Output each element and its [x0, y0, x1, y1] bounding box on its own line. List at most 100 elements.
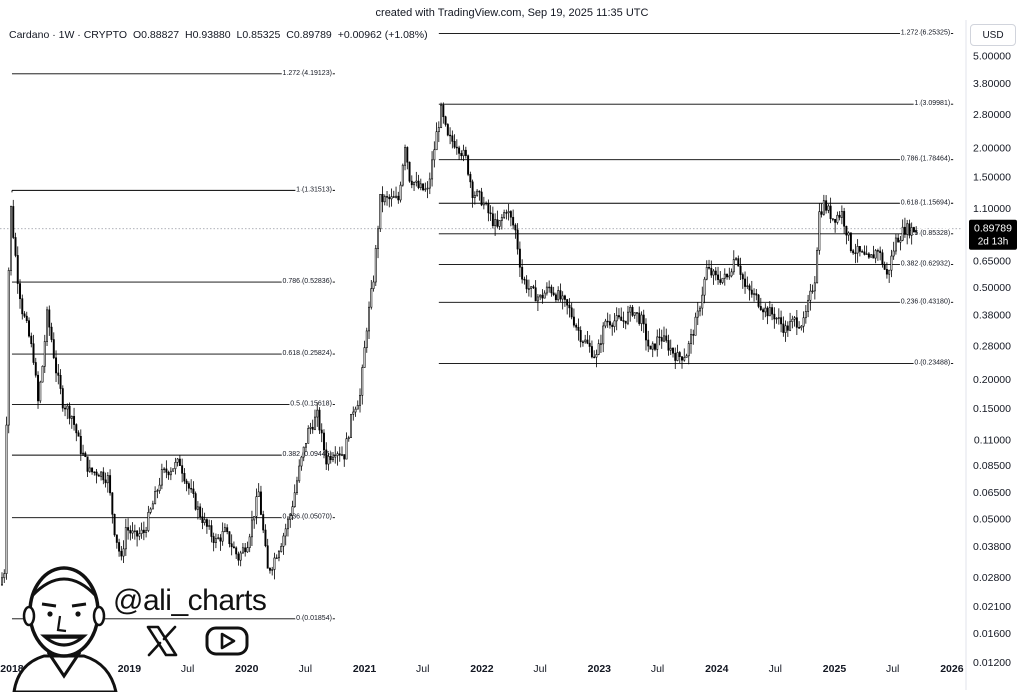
candle-body: [201, 516, 204, 523]
candle-body: [145, 530, 148, 533]
candle-body: [275, 557, 278, 559]
symbol-name[interactable]: Cardano · 1W · CRYPTO: [9, 29, 128, 41]
candle-body: [210, 525, 213, 537]
candle-body: [329, 455, 332, 461]
candle-body: [115, 534, 118, 543]
candle-body: [786, 325, 789, 331]
candle-body: [856, 246, 859, 254]
candle-body: [91, 467, 94, 473]
candle-body: [658, 336, 661, 338]
low-value: L0.85325: [236, 29, 281, 41]
candle-body: [789, 321, 792, 331]
symbol-info-bar[interactable]: Cardano · 1W · CRYPTO O0.88827 H0.93880 …: [9, 29, 431, 41]
x-tick-label: 2020: [235, 663, 259, 675]
candle-body: [674, 352, 677, 361]
candle-body: [259, 491, 262, 515]
candle-body: [777, 317, 780, 319]
candle-body: [282, 535, 285, 547]
candle-body: [34, 362, 37, 376]
candle-body: [3, 573, 6, 579]
candle-body: [816, 250, 819, 284]
candle-body: [160, 469, 163, 486]
candle-body: [250, 519, 253, 538]
candle-body: [185, 480, 188, 484]
candle-body: [341, 454, 343, 456]
candle-body: [611, 324, 614, 327]
candle-body: [692, 334, 695, 336]
candle-body: [762, 309, 765, 313]
candle-body: [838, 214, 841, 218]
candle-body: [305, 442, 307, 448]
candle-body: [874, 250, 877, 259]
candle-body: [723, 273, 726, 279]
candle-body: [784, 325, 787, 333]
candle-body: [831, 218, 834, 220]
candle-body: [235, 547, 238, 555]
candle-body: [597, 343, 600, 355]
candle-body: [138, 533, 141, 537]
candle-body: [681, 356, 683, 361]
candle-body: [604, 320, 607, 327]
candle-body: [124, 527, 127, 550]
candle-body: [764, 307, 767, 313]
x-tick-label: 2024: [705, 663, 729, 675]
candle-body: [608, 321, 611, 326]
candle-body: [897, 237, 900, 243]
candle-body: [566, 299, 569, 306]
tradingview-watermark: created with TradingView.com, Sep 19, 20…: [375, 7, 649, 19]
candle-body: [88, 467, 91, 472]
fib-level-label: 1 (1.31513): [296, 186, 332, 193]
candle-body: [302, 446, 305, 458]
candle-body: [246, 547, 249, 553]
candle-body: [798, 327, 801, 329]
fib-level-label: 0.786 (1.78464): [901, 156, 950, 163]
candle-body: [912, 227, 915, 233]
candle-body: [732, 259, 735, 273]
candle-body: [460, 153, 463, 157]
y-tick-label: 0.06500: [973, 487, 1011, 499]
candle-body: [548, 286, 551, 289]
x-logo-icon: [146, 625, 178, 657]
currency-button[interactable]: USD: [970, 24, 1016, 46]
candle-body: [248, 536, 251, 549]
candle-body: [10, 206, 12, 271]
candle-body: [286, 519, 289, 530]
candle-body: [737, 258, 740, 267]
candle-body: [843, 211, 846, 227]
candle-body: [791, 318, 794, 323]
candle-body: [795, 317, 798, 328]
candle-body: [617, 315, 620, 318]
candle-body: [395, 195, 398, 198]
candle-body: [645, 323, 647, 341]
candle-body: [208, 525, 211, 527]
candle-body: [102, 471, 105, 481]
candle-body: [766, 307, 769, 317]
brand-handle: @ali_charts: [113, 584, 267, 617]
candle-body: [800, 325, 803, 329]
candle-body: [620, 316, 623, 321]
candle-body: [822, 200, 825, 215]
candle-body: [133, 530, 136, 532]
candle-body: [298, 465, 301, 482]
candle-body: [521, 266, 524, 280]
candle-body: [854, 252, 857, 254]
candle-body: [892, 250, 895, 257]
candle-body: [451, 135, 454, 142]
youtube-play-icon: [205, 626, 249, 656]
candle-body: [462, 149, 465, 157]
candle-body: [277, 551, 280, 559]
candle-body: [514, 224, 517, 231]
candle-body: [771, 307, 774, 315]
candle-body: [253, 516, 256, 521]
x-tick-label: Jul: [416, 663, 429, 675]
candle-body: [156, 490, 159, 492]
candle-body: [809, 290, 812, 301]
fib-level-label: 0.236 (0.43180): [901, 298, 950, 305]
candle-body: [883, 264, 886, 270]
candle-body: [244, 547, 247, 553]
candle-body: [190, 487, 193, 490]
candle-body: [431, 159, 434, 180]
candle-body: [829, 205, 832, 219]
candle-body: [491, 213, 494, 227]
